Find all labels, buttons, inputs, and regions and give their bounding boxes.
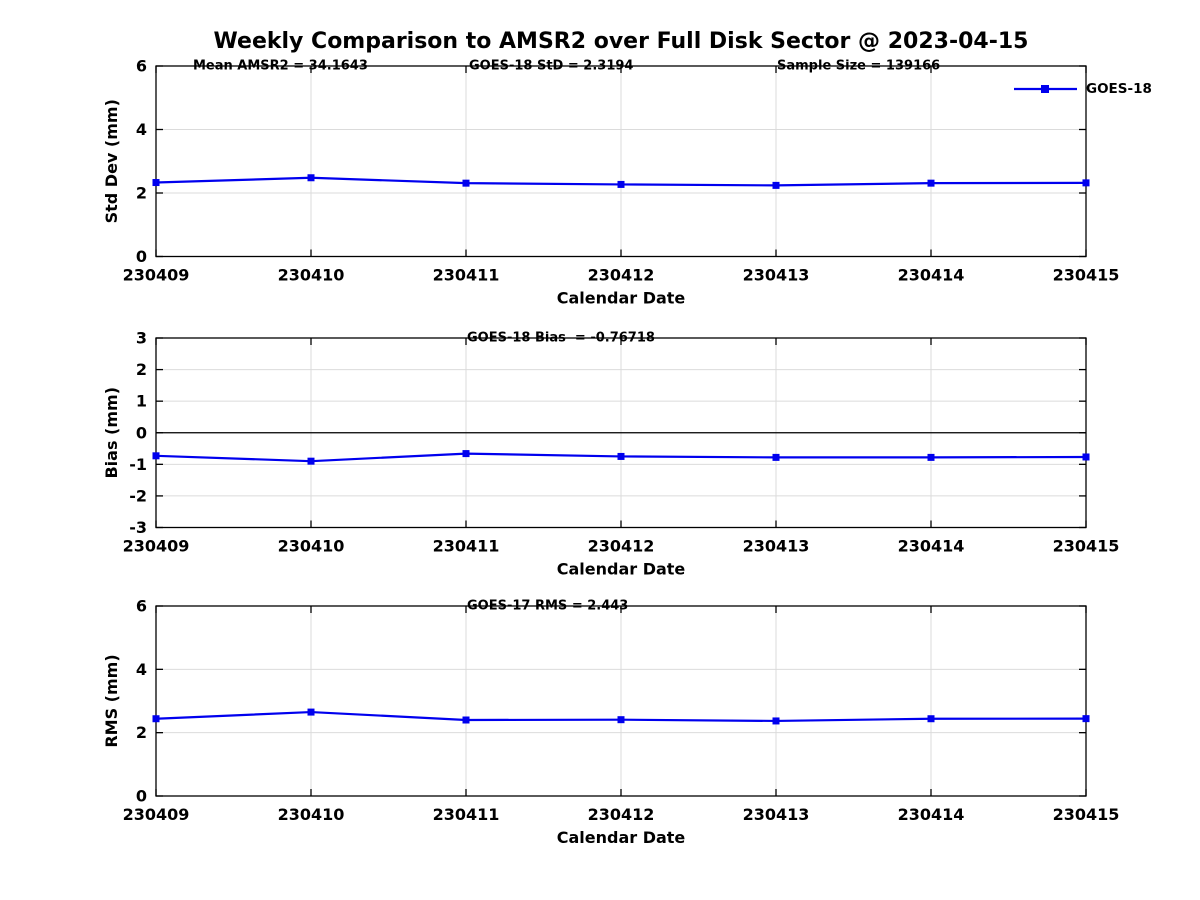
- x-tick-label: 230412: [588, 805, 655, 824]
- data-point-marker: [617, 452, 625, 460]
- legend-square-marker-icon: [1041, 85, 1049, 93]
- data-point-marker: [307, 708, 315, 716]
- bias-subplot: -3 -2 -1 0 1 2 3 230409 230410 230411 230412 230413…: [102, 329, 1119, 579]
- data-point-marker: [462, 716, 470, 724]
- x-axis-label: Calendar Date: [557, 289, 686, 308]
- x-tick-label: 230409: [123, 805, 190, 824]
- data-point-marker: [927, 179, 935, 187]
- y-axis-label: Bias (mm): [102, 387, 121, 479]
- x-tick-label: 230412: [588, 537, 655, 556]
- y-axis-label: RMS (mm): [102, 654, 121, 747]
- x-tick-label: 230415: [1053, 537, 1120, 556]
- data-point-marker: [307, 174, 315, 182]
- y-tick-label: 2: [136, 360, 147, 379]
- x-tick-label: 230414: [898, 537, 965, 556]
- x-tick-label: 230409: [123, 537, 190, 556]
- subplot-annotation: GOES-18 Bias = -0.76718: [467, 331, 655, 346]
- x-tick-label: 230413: [743, 537, 810, 556]
- data-point-marker: [617, 716, 625, 724]
- x-tick-label: 230410: [278, 266, 345, 285]
- x-tick-label: 230411: [433, 266, 500, 285]
- data-point-marker: [772, 181, 780, 189]
- data-point-marker: [462, 450, 470, 458]
- x-tick-label: 230414: [898, 805, 965, 824]
- y-tick-label: 4: [136, 120, 147, 139]
- subplot-annotation: GOES-18 StD = 2.3194: [469, 59, 633, 74]
- x-tick-label: 230410: [278, 537, 345, 556]
- data-point-marker: [152, 715, 160, 723]
- data-point-marker: [307, 457, 315, 465]
- y-tick-label: 6: [136, 597, 147, 616]
- data-point-marker: [1082, 715, 1090, 723]
- x-tick-label: 230411: [433, 537, 500, 556]
- data-point-marker: [927, 453, 935, 461]
- x-tick-label: 230413: [743, 266, 810, 285]
- y-tick-label: 3: [136, 329, 147, 348]
- y-tick-label: -2: [129, 486, 147, 505]
- data-point-marker: [152, 452, 160, 460]
- y-tick-label: 2: [136, 723, 147, 742]
- y-tick-label: 6: [136, 57, 147, 76]
- x-tick-label: 230413: [743, 805, 810, 824]
- data-point-marker: [772, 453, 780, 461]
- y-axis-label: Std Dev (mm): [102, 99, 121, 223]
- x-tick-label: 230411: [433, 805, 500, 824]
- std-dev-subplot: 0 2 4 6 230409 230410 230411 230412 230413 230414…: [102, 57, 1119, 308]
- subplot-annotation: Sample Size = 139166: [777, 59, 940, 74]
- data-point-marker: [462, 179, 470, 187]
- y-tick-label: 0: [136, 247, 147, 266]
- y-tick-label: -3: [129, 518, 147, 537]
- subplot-annotation: GOES-17 RMS = 2.443: [467, 599, 628, 614]
- legend-line-sample: [1014, 85, 1077, 93]
- data-point-marker: [1082, 453, 1090, 461]
- rms-subplot: 0 2 4 6 230409 230410 230411 230412 230413 230414…: [102, 597, 1119, 848]
- y-tick-label: 2: [136, 184, 147, 203]
- data-point-marker: [1082, 179, 1090, 187]
- x-tick-label: 230409: [123, 266, 190, 285]
- data-point-marker: [617, 180, 625, 188]
- legend: GOES-18: [1013, 81, 1152, 97]
- x-tick-label: 230410: [278, 805, 345, 824]
- y-tick-label: 1: [136, 392, 147, 411]
- legend-label: GOES-18: [1086, 81, 1152, 97]
- y-tick-label: -1: [129, 455, 147, 474]
- data-point-marker: [772, 717, 780, 725]
- data-point-marker: [927, 715, 935, 723]
- figure-title: Weekly Comparison to AMSR2 over Full Dis…: [213, 29, 1029, 54]
- subplot-annotation: Mean AMSR2 = 34.1643: [193, 59, 368, 74]
- y-tick-label: 0: [136, 787, 147, 806]
- x-tick-label: 230415: [1053, 805, 1120, 824]
- x-axis-label: Calendar Date: [557, 560, 686, 579]
- data-point-marker: [152, 179, 160, 187]
- x-tick-label: 230415: [1053, 266, 1120, 285]
- x-tick-label: 230412: [588, 266, 655, 285]
- y-tick-label: 0: [136, 423, 147, 442]
- x-tick-label: 230414: [898, 266, 965, 285]
- y-tick-label: 4: [136, 660, 147, 679]
- x-axis-label: Calendar Date: [557, 828, 686, 847]
